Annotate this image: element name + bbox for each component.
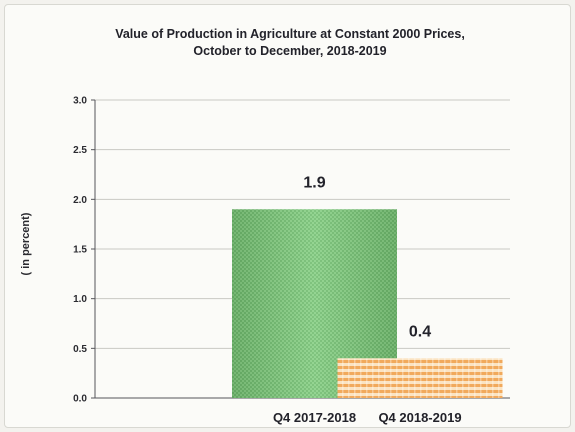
y-tick-label: 2.5 [73, 145, 87, 156]
y-tick-label: 2.0 [73, 195, 87, 206]
x-category-label-2: Q4 2018-2019 [378, 410, 461, 425]
y-tick-label: 3.0 [73, 96, 87, 107]
data-label-2: 0.4 [409, 323, 431, 340]
chart-title-line-2: October to December, 2018-2019 [193, 44, 387, 58]
y-tick-label: 0.5 [73, 344, 87, 355]
chart-title-line-1: Value of Production in Agriculture at Co… [115, 27, 465, 41]
bar-2 [337, 358, 503, 398]
y-tick-label: 1.5 [73, 245, 87, 256]
data-label-1: 1.9 [303, 174, 325, 191]
chart-title: Value of Production in Agriculture at Co… [40, 26, 540, 60]
y-tick-label: 1.0 [73, 294, 87, 305]
y-tick-label: 0.0 [73, 394, 87, 405]
x-category-label-1: Q4 2017-2018 [273, 410, 356, 425]
